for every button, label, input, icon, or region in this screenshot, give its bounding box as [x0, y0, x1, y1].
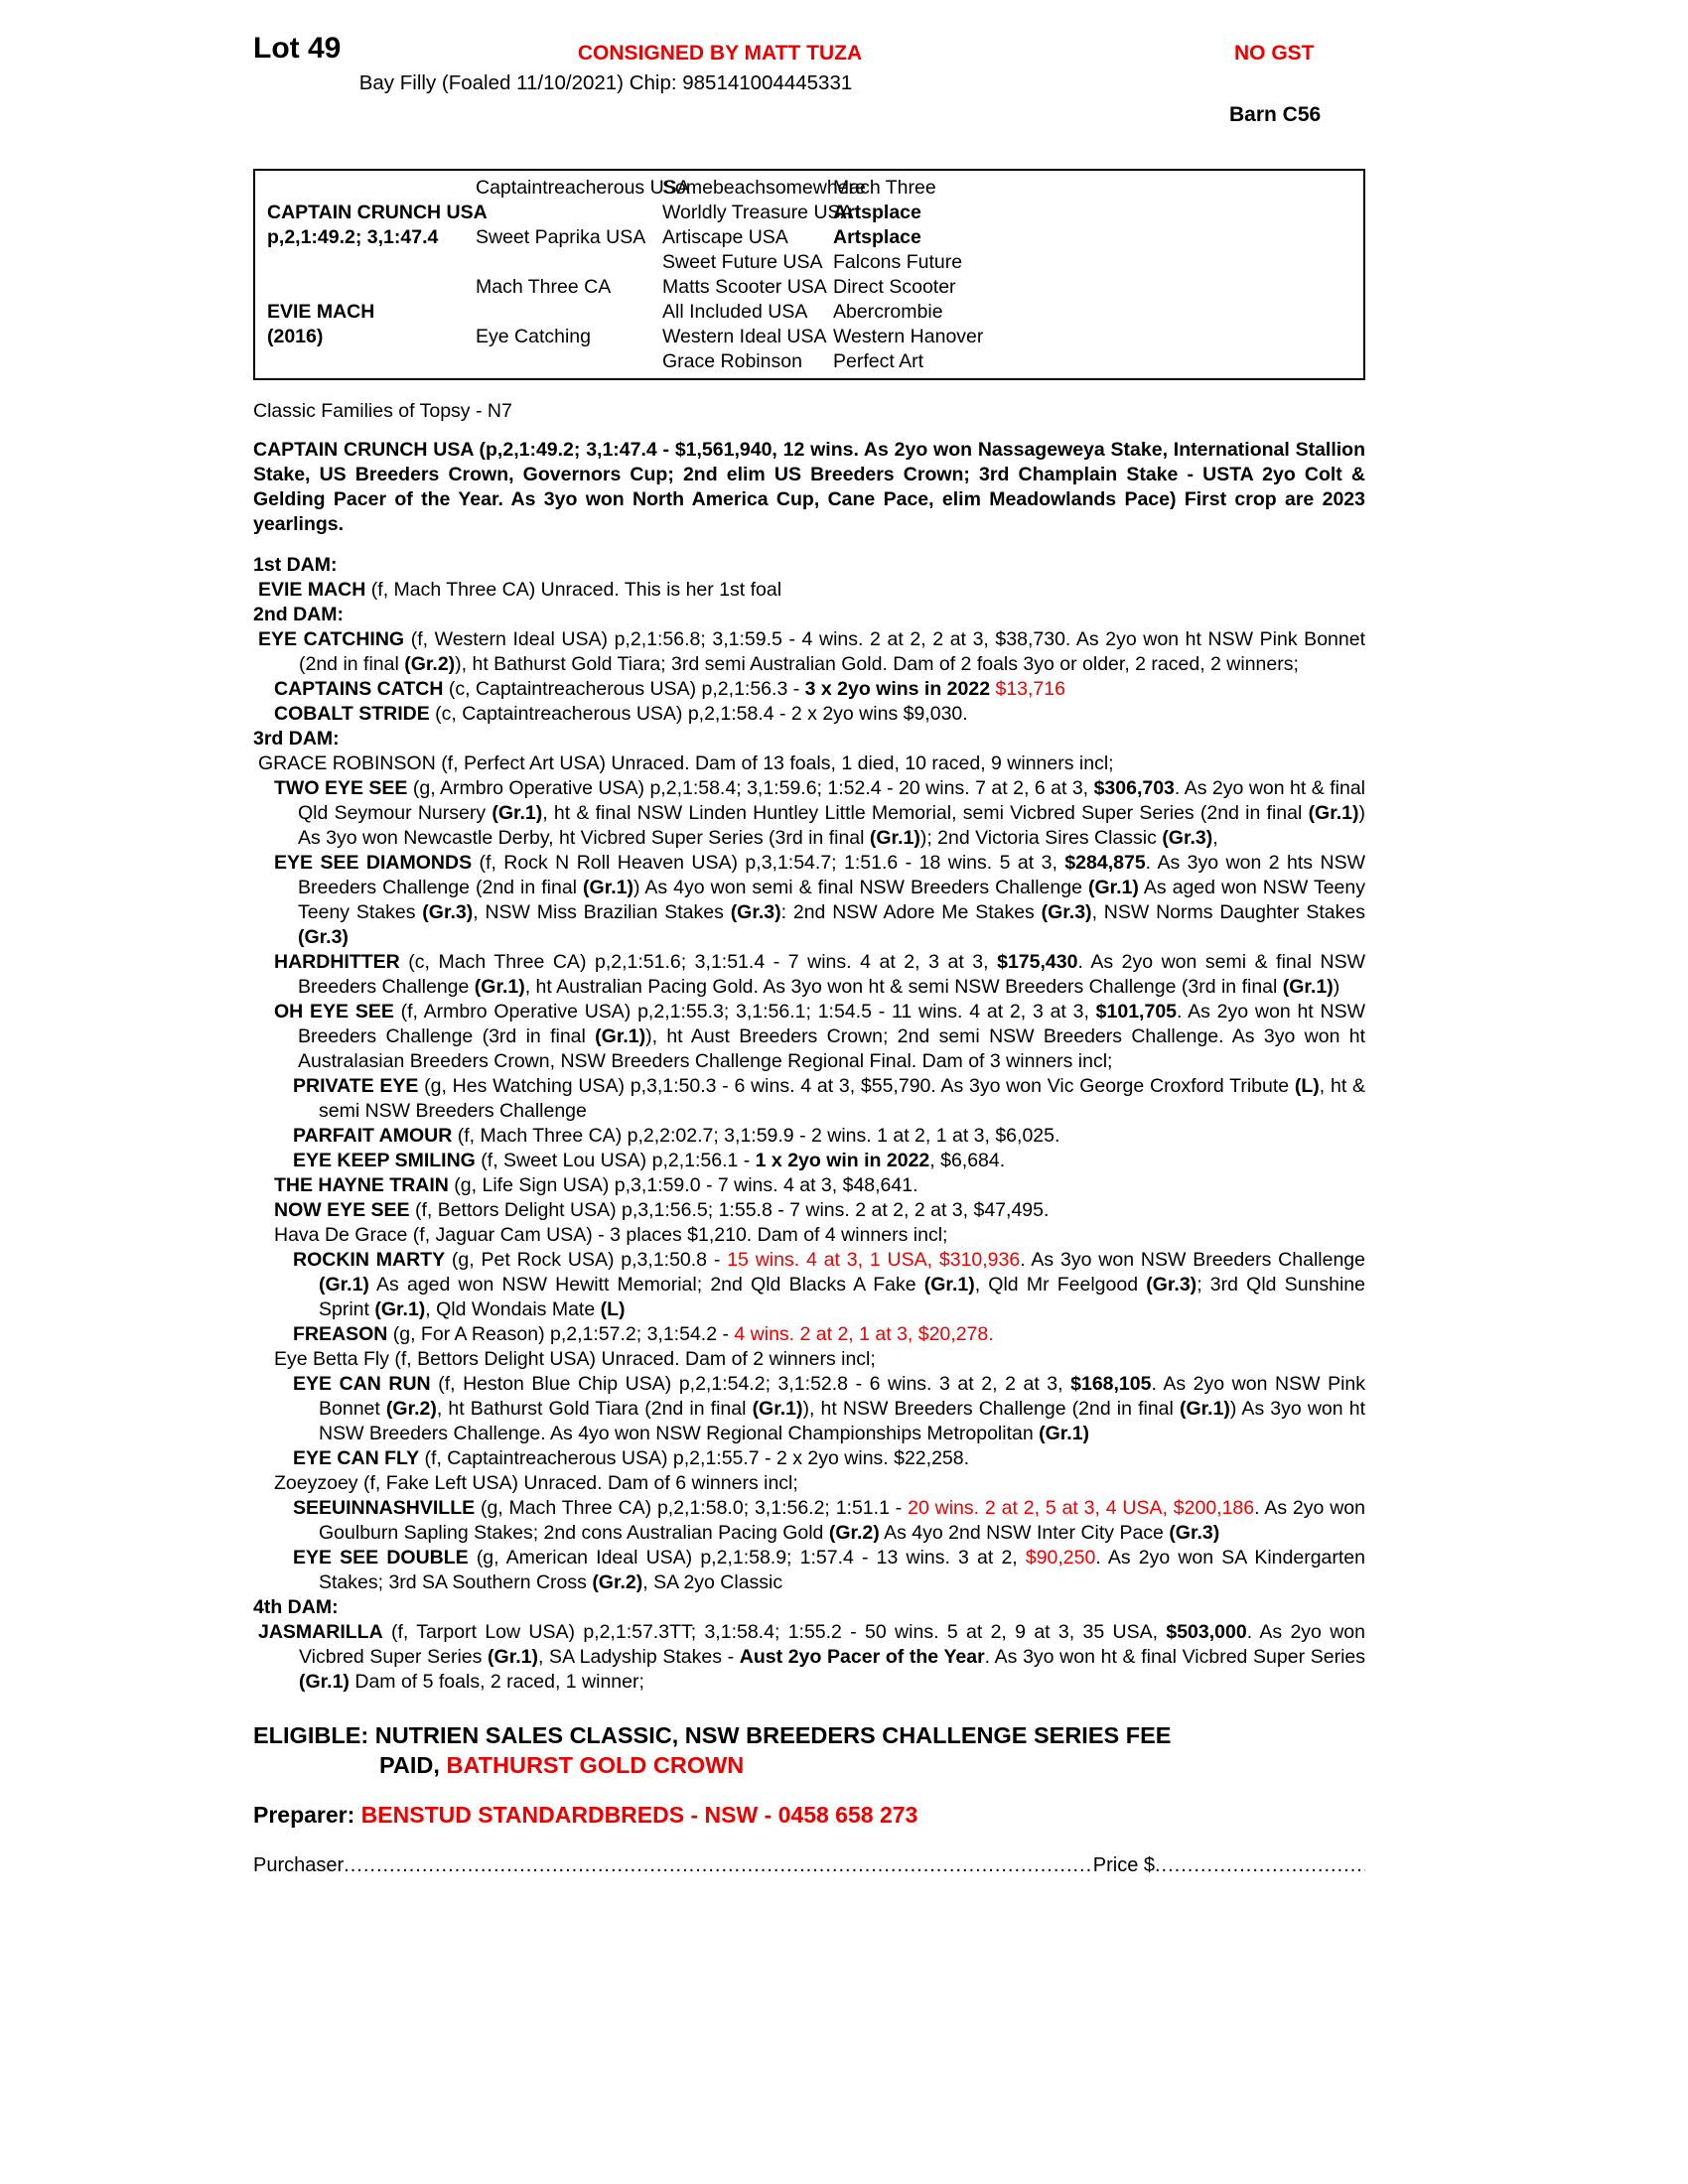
pedigree-cell: Western Hanover — [833, 326, 984, 347]
eligible-line-1: ELIGIBLE: NUTRIEN SALES CLASSIC, NSW BRE… — [253, 1722, 1172, 1748]
pedigree-cell: Grace Robinson — [662, 350, 802, 372]
eligibility-block: ELIGIBLE: NUTRIEN SALES CLASSIC, NSW BRE… — [253, 1720, 1365, 1780]
pedigree-cell: CAPTAIN CRUNCH USA — [267, 202, 488, 223]
dam2-label: 2nd DAM: — [253, 604, 344, 625]
entry-evie-mach: EVIE MACH (f, Mach Three CA) Unraced. Th… — [258, 579, 782, 601]
barn-number: Barn C56 — [1229, 103, 1322, 126]
entry-hava-de-grace: Hava De Grace (f, Jaguar Cam USA) - 3 pl… — [274, 1224, 948, 1246]
entry-eye-see-diamonds: EYE SEE DIAMONDS (f, Rock N Roll Heaven … — [274, 852, 1365, 948]
entry-oh-eye-see: OH EYE SEE (f, Armbro Operative USA) p,2… — [274, 1001, 1366, 1072]
pedigree-cell: Direct Scooter — [833, 276, 956, 298]
consignor-line: CONSIGNED BY MATT TUZA — [577, 42, 863, 65]
preparer-value: BENSTUD STANDARDBREDS - NSW - 0458 658 2… — [360, 1802, 918, 1828]
pedigree-cell: Falcons Future — [833, 251, 963, 273]
pedigree-text: Classic Families of Topsy - N7 CAPTAIN CR… — [253, 399, 1365, 1695]
gst-status: NO GST — [1234, 42, 1315, 65]
family-line: Classic Families of Topsy - N7 — [253, 400, 512, 422]
dam4-label: 4th DAM: — [253, 1596, 339, 1618]
pedigree-cell: Mach Three — [833, 177, 936, 199]
pedigree-cell: Artsplace — [833, 202, 921, 223]
pedigree-table: CAPTAIN CRUNCH USA p,2,1:49.2; 3,1:47.4 EV… — [253, 169, 1365, 380]
entry-now-eye-see: NOW EYE SEE (f, Bettors Delight USA) p,3… — [274, 1199, 1050, 1221]
pedigree-cell: Sweet Future USA — [662, 251, 823, 273]
entry-grace-robinson: GRACE ROBINSON (f, Perfect Art USA) Unra… — [258, 752, 1114, 774]
pedigree-cell: p,2,1:49.2; 3,1:47.4 — [267, 226, 439, 248]
entry-eye-catching: EYE CATCHING (f, Western Ideal USA) p,2,… — [258, 628, 1365, 675]
entry-rockin-marty: ROCKIN MARTY (g, Pet Rock USA) p,3,1:50.… — [293, 1249, 1365, 1320]
entry-captains-catch: CAPTAINS CATCH (c, Captaintreacherous US… — [274, 678, 1065, 700]
purchaser-dotted-line: ........................................… — [344, 1854, 1093, 1876]
dam1-label: 1st DAM: — [253, 554, 338, 576]
entry-eye-can-fly: EYE CAN FLY (f, Captaintreacherous USA) … — [293, 1447, 970, 1469]
pedigree-cell: Artsplace — [833, 226, 921, 248]
entry-seeuinnashville: SEEUINNASHVILLE (g, Mach Three CA) p,2,1… — [293, 1497, 1365, 1544]
entry-private-eye: PRIVATE EYE (g, Hes Watching USA) p,3,1:… — [293, 1075, 1365, 1122]
entry-eye-can-run: EYE CAN RUN (f, Heston Blue Chip USA) p,… — [293, 1373, 1365, 1444]
entry-eye-betta-fly: Eye Betta Fly (f, Bettors Delight USA) U… — [274, 1348, 876, 1370]
entry-cobalt-stride: COBALT STRIDE (c, Captaintreacherous USA… — [274, 703, 968, 725]
entry-two-eye-see: TWO EYE SEE (g, Armbro Operative USA) p,… — [274, 777, 1365, 849]
entry-zoeyzoey: Zoeyzoey (f, Fake Left USA) Unraced. Dam… — [274, 1472, 798, 1494]
entry-freason: FREASON (g, For A Reason) p,2,1:57.2; 3,… — [293, 1323, 994, 1345]
entry-eye-see-double: EYE SEE DOUBLE (g, American Ideal USA) p… — [293, 1547, 1365, 1593]
price-label: Price $ — [1092, 1854, 1155, 1876]
lot-number: Lot 49 — [253, 32, 342, 65]
pedigree-cell: Abercrombie — [833, 301, 943, 323]
entry-eye-keep-smiling: EYE KEEP SMILING (f, Sweet Lou USA) p,2,… — [293, 1150, 1006, 1171]
pedigree-cell: Worldly Treasure USA — [662, 202, 854, 223]
purchaser-line: Purchaser ..............................… — [253, 1854, 1365, 1877]
preparer-line: Preparer: BENSTUD STANDARDBREDS - NSW - … — [253, 1802, 1365, 1829]
pedigree-cell: All Included USA — [662, 301, 808, 323]
pedigree-cell: (2016) — [267, 326, 324, 347]
pedigree-cell: Mach Three CA — [476, 276, 612, 298]
pedigree-cell: EVIE MACH — [267, 301, 375, 323]
pedigree-cell: Captaintreacherous USA — [476, 177, 690, 199]
dam3-label: 3rd DAM: — [253, 728, 340, 750]
pedigree-cell: Matts Scooter USA — [662, 276, 827, 298]
pedigree-cell: Artiscape USA — [662, 226, 788, 248]
entry-hardhitter: HARDHITTER (c, Mach Three CA) p,2,1:51.6… — [274, 951, 1365, 998]
sire-paragraph: CAPTAIN CRUNCH USA (p,2,1:49.2; 3,1:47.4… — [253, 439, 1365, 535]
entry-the-hayne-train: THE HAYNE TRAIN (g, Life Sign USA) p,3,1… — [274, 1174, 918, 1196]
eligible-line-2: PAID, BATHURST GOLD CROWN — [379, 1752, 745, 1778]
foal-info-line: Bay Filly (Foaled 11/10/2021) Chip: 9851… — [358, 71, 853, 94]
pedigree-cell: Eye Catching — [476, 326, 591, 347]
entry-parfait-amour: PARFAIT AMOUR (f, Mach Three CA) p,2,2:0… — [293, 1125, 1060, 1147]
entry-jasmarilla: JASMARILLA (f, Tarport Low USA) p,2,1:57… — [258, 1621, 1366, 1693]
price-dotted-line: ........................................… — [1155, 1854, 1365, 1876]
page-header: Lot 49 CONSIGNED BY MATT TUZA NO GST Bay… — [253, 30, 1365, 129]
purchaser-label: Purchaser — [253, 1854, 345, 1876]
catalogue-page: Lot 49 CONSIGNED BY MATT TUZA NO GST Bay… — [253, 30, 1365, 1877]
preparer-label: Preparer: — [253, 1802, 361, 1828]
pedigree-cell: Perfect Art — [833, 350, 924, 372]
pedigree-cell: Sweet Paprika USA — [476, 226, 646, 248]
pedigree-cell: Somebeachsomewhere — [662, 177, 866, 199]
pedigree-cell: Western Ideal USA — [662, 326, 827, 347]
